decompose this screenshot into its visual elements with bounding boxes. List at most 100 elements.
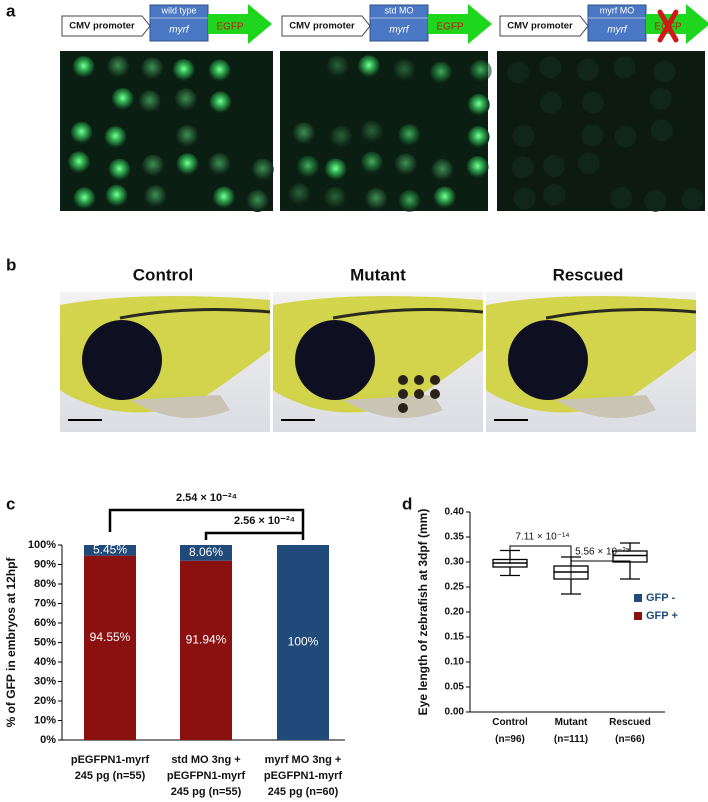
embryo — [107, 55, 130, 78]
embryo — [105, 184, 128, 207]
bar-segment — [84, 545, 136, 556]
melanophore — [398, 375, 408, 385]
embryo — [543, 155, 566, 178]
embryo — [365, 188, 388, 211]
panel-a: a CMV promoter wild type myrf EGFP CMV promot… — [6, 1, 708, 213]
bar-segment — [180, 560, 232, 740]
melanophore — [430, 375, 440, 385]
embryo — [209, 91, 232, 114]
legend-label: GFP - — [646, 592, 675, 604]
embryo — [581, 124, 604, 147]
embryo — [70, 121, 93, 144]
value-label: 91.94% — [186, 633, 227, 647]
y-tick-label: 0.30 — [445, 557, 465, 568]
gene-bottom-label: myrf — [607, 25, 628, 36]
significance-bracket — [204, 531, 305, 540]
gene-bottom-label: myrf — [169, 25, 190, 36]
value-label: 100% — [288, 635, 319, 649]
embryo — [467, 93, 490, 116]
fish-eye — [508, 320, 588, 400]
embryo — [251, 158, 274, 181]
embryo — [104, 126, 127, 149]
bar-segment — [84, 555, 136, 740]
embryo — [398, 190, 421, 213]
embryo — [144, 185, 167, 208]
fish-jaw — [130, 395, 230, 418]
embryo — [141, 154, 164, 177]
embryo — [246, 189, 269, 212]
embryo — [466, 156, 489, 179]
promoter-arrow — [499, 15, 589, 37]
panel-c: c 0% 10% 20% 30% 40% 50% 60% 70% 80% 90% 100% % of G… — [4, 492, 678, 798]
embryo — [512, 124, 535, 147]
y-tick-label: 0.40 — [445, 507, 465, 518]
embryo — [360, 151, 383, 174]
melanophore — [414, 375, 424, 385]
legend-label: GFP + — [646, 610, 678, 622]
embryo — [613, 56, 636, 79]
embryo — [292, 122, 315, 145]
reporter-label: EGFP — [216, 22, 244, 33]
embryo — [176, 153, 199, 176]
reporter-label: EGFP — [436, 22, 464, 33]
melanophore — [430, 389, 440, 399]
value-label: 94.55% — [90, 630, 131, 644]
p-value: 2.56 × 10⁻²⁴ — [234, 515, 295, 527]
embryo — [543, 183, 566, 206]
panel-label: c — [6, 494, 15, 513]
y-tick-label: 10% — [34, 714, 56, 726]
embryo — [649, 87, 672, 110]
x-tick-label: Rescued (n=66) — [609, 717, 651, 745]
y-tick-label: 90% — [34, 558, 56, 570]
embryo — [393, 59, 416, 82]
x-tick-label: myrf MO 3ng + pEGFPN1-myrf 245 pg (n=60) — [264, 754, 343, 798]
embryo — [141, 57, 164, 80]
significance-bracket — [108, 508, 305, 532]
y-tick-label: 0.10 — [445, 657, 465, 668]
fish-eye — [82, 320, 162, 400]
fish-jaw — [343, 395, 443, 418]
embryo — [324, 158, 347, 181]
y-tick-label: 0.20 — [445, 607, 465, 618]
melanophore — [414, 389, 424, 399]
bar-segment — [180, 545, 232, 561]
y-tick-label: 50% — [34, 636, 56, 648]
y-tick-label: 70% — [34, 597, 56, 609]
y-tick-label: 40% — [34, 656, 56, 668]
x-tick-label: pEGFPN1-myrf 245 pg (n=55) — [71, 754, 150, 782]
fluorescence-image — [60, 51, 273, 211]
x-tick-label: Control (n=96) — [492, 717, 528, 745]
embryo — [644, 189, 667, 212]
embryo — [394, 153, 417, 176]
embryo — [212, 186, 235, 209]
embryo — [72, 55, 95, 78]
reporter-arrow — [208, 4, 272, 44]
image-title: Mutant — [350, 265, 406, 284]
embryo — [172, 58, 195, 81]
y-axis-label: Eye length of zebrafish at 3dpf (mm) — [416, 509, 430, 716]
embryo — [650, 119, 673, 142]
y-tick-label: 0.15 — [445, 632, 465, 643]
p-value: 5.56 × 10⁻²⁵ — [575, 547, 630, 558]
pigment — [332, 308, 484, 320]
panel-d: d 0.00 0.05 0.10 0.15 0.20 0.25 0.30 0.35 0.40 Eye… — [402, 494, 665, 745]
embryo — [329, 125, 352, 148]
embryo — [73, 187, 96, 210]
promoter-label: CMV promoter — [69, 21, 135, 32]
gene-box — [587, 4, 647, 42]
embryo — [513, 187, 536, 210]
panel-label: d — [402, 494, 412, 513]
value-label: 8.06% — [189, 545, 223, 559]
p-value: 7.11 × 10⁻¹⁴ — [515, 532, 569, 543]
embryo — [174, 88, 197, 111]
image-title: Rescued — [553, 265, 624, 284]
embryo — [111, 87, 134, 110]
embryo — [296, 155, 319, 178]
panel-label: a — [6, 1, 16, 20]
embryo — [431, 158, 454, 181]
gene-box — [369, 4, 429, 42]
embryo — [108, 158, 131, 181]
embryo — [469, 59, 492, 82]
y-tick-label: 0.05 — [445, 682, 465, 693]
image-title: Control — [133, 265, 193, 284]
